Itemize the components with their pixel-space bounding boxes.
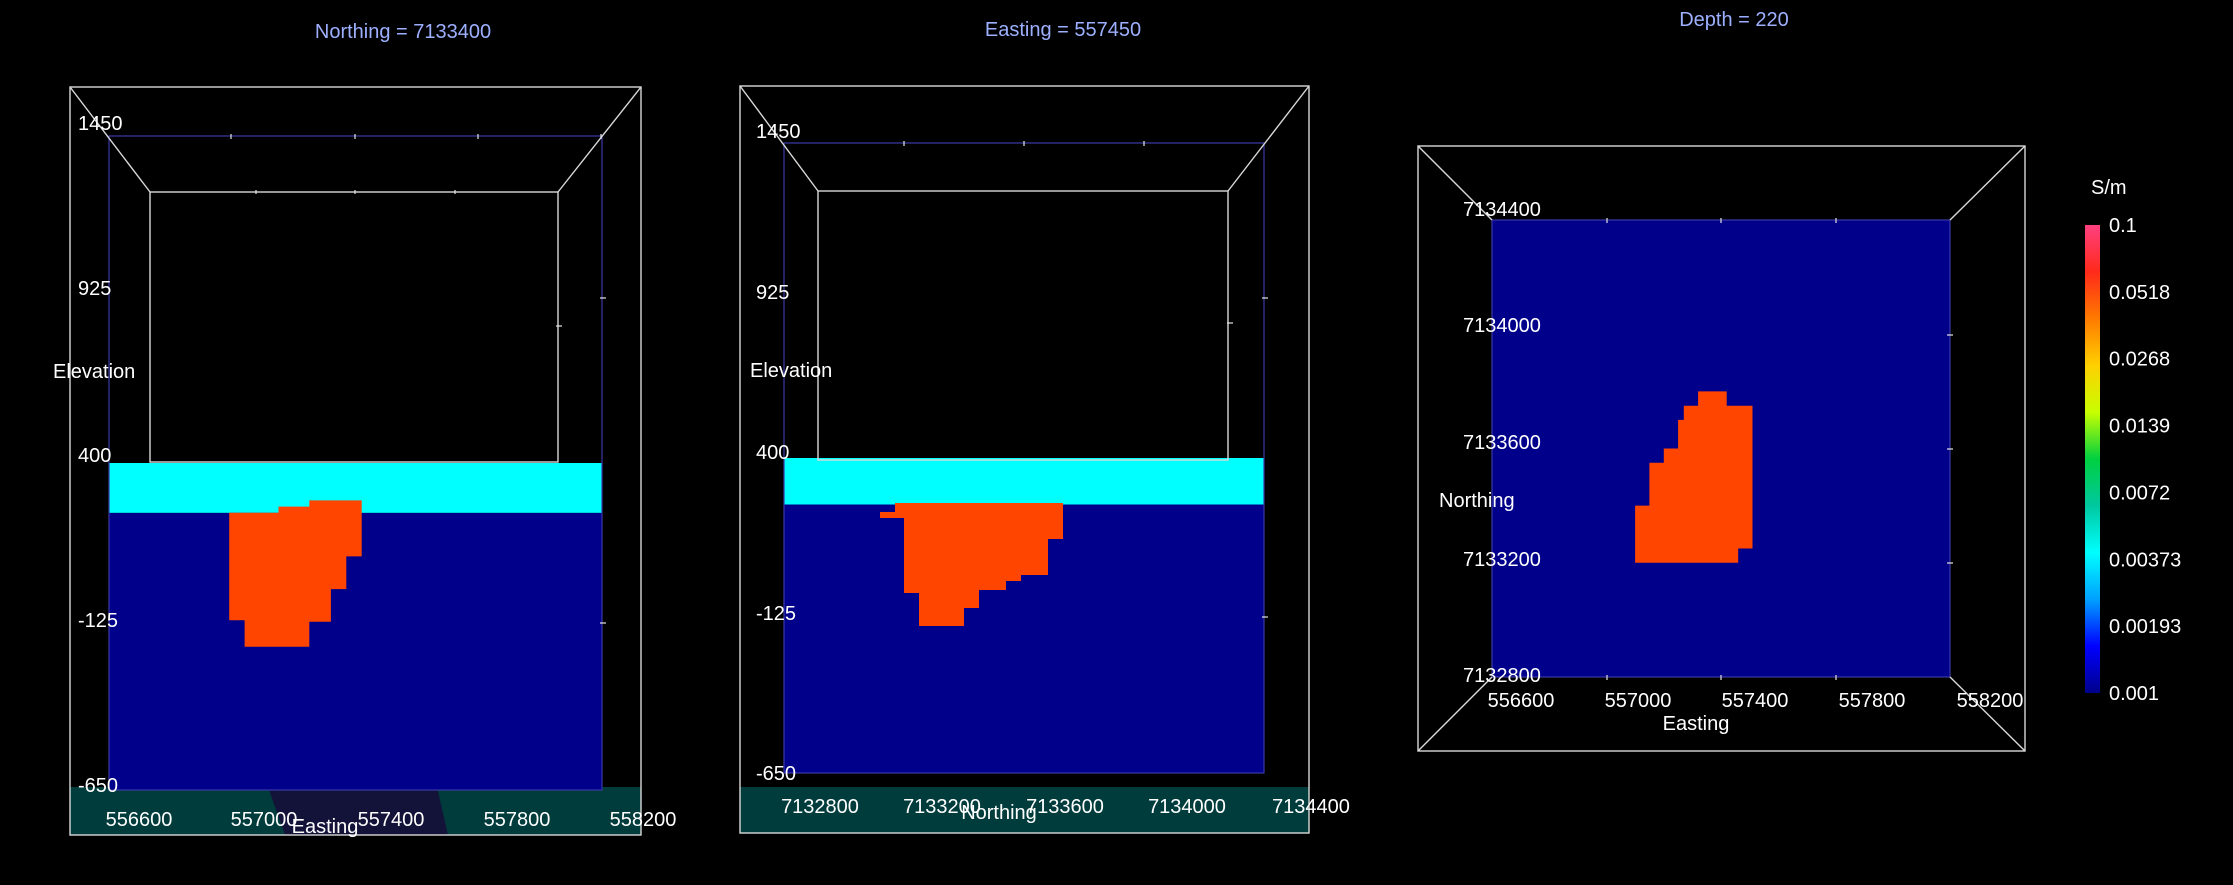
anomaly-body (880, 503, 1063, 626)
panel-3-tick-marks (1606, 218, 1953, 680)
colorbar-scale (2085, 225, 2100, 693)
x-tick-label: 558200 (610, 809, 677, 831)
x-tick-label: 557400 (1722, 690, 1789, 712)
y-tick-label: 400 (78, 445, 111, 467)
colorbar-labels: 0.1 0.0518 0.0268 0.0139 0.0072 0.00373 0.0019… (2109, 215, 2181, 705)
colorbar-unit: S/m (2091, 177, 2127, 199)
y-tick-label: -650 (78, 775, 118, 797)
colorbar-tick-label: 0.0268 (2109, 349, 2170, 371)
anomaly-body (1635, 391, 1753, 563)
y-tick-label: 7133200 (1463, 549, 1541, 571)
colorbar-tick-label: 0.1 (2109, 215, 2137, 237)
colorbar-tick-label: 0.0518 (2109, 282, 2170, 304)
y-tick-label: -650 (756, 763, 796, 785)
x-tick-label: 557800 (484, 809, 551, 831)
x-tick-label: 557000 (1605, 690, 1672, 712)
panel-3-edge (1417, 145, 1493, 221)
panel-3-y-tick-labels: 7134400 7134000 7133600 7133200 7132800 (1463, 199, 1541, 687)
panel-1-x-axis-label: Easting (292, 816, 359, 838)
x-tick-label: 7132800 (781, 796, 859, 818)
y-tick-label: 7134000 (1463, 315, 1541, 337)
panel-3-x-tick-labels: 556600 557000 557400 557800 558200 (1488, 690, 2024, 712)
panel-2-back-frame (817, 190, 1229, 461)
x-tick-label: 557400 (358, 809, 425, 831)
y-tick-label: 7133600 (1463, 432, 1541, 454)
y-tick-label: 7132800 (1463, 665, 1541, 687)
x-tick-label: 7133600 (1026, 796, 1104, 818)
panel-2-floor (740, 787, 1309, 833)
panel-3-outer-frame (1417, 145, 2026, 752)
x-tick-label: 556600 (1488, 690, 1555, 712)
panel-2-x-tick-labels: 7132800 7133200 7133600 7134000 7134400 (781, 796, 1350, 818)
panel-3-title: Depth = 220 (1679, 9, 1789, 31)
panel-2-tick-marks (903, 141, 1268, 618)
panel-2-y-axis-label: Elevation (750, 360, 832, 382)
colorbar-tick-label: 0.001 (2109, 683, 2159, 705)
panel-2-x-axis-label: Northing (961, 802, 1037, 824)
colorbar-tick-label: 0.0139 (2109, 416, 2170, 438)
panel-2-edge (739, 85, 819, 192)
panel-1-outer-frame (69, 86, 642, 836)
colorbar: S/m 0.10.05180.02680.01390.00720.003730.… (2085, 177, 2181, 705)
y-tick-label: 1450 (756, 121, 801, 143)
y-tick-label: 7134400 (1463, 199, 1541, 221)
panel-2-title: Easting = 557450 (985, 19, 1141, 41)
panel-northing-section: Northing = 7133400 1450 925 400 -125 (53, 21, 676, 838)
panel-1-tick-marks (230, 134, 606, 624)
panel-1-back-frame (149, 191, 559, 463)
x-tick-label: 7133200 (903, 796, 981, 818)
panel-1-title: Northing = 7133400 (315, 21, 491, 43)
panel-3-y-axis-label: Northing (1439, 490, 1515, 512)
x-tick-label: 556600 (106, 809, 173, 831)
background-cell (109, 512, 602, 790)
panel-2-data (784, 458, 1264, 773)
panel-1-edge (557, 86, 642, 193)
x-tick-label: 7134400 (1272, 796, 1350, 818)
panel-3-edge (1417, 676, 1493, 752)
anomaly-body (229, 500, 362, 647)
x-tick-label: 557000 (231, 809, 298, 831)
y-tick-label: 925 (78, 278, 111, 300)
panel-2-edge (1227, 85, 1310, 192)
x-tick-label: 7134000 (1148, 796, 1226, 818)
panel-3-edge (1949, 676, 2026, 752)
panel-1-y-tick-labels: 1450 925 400 -125 -650 (78, 113, 123, 797)
panel-1-floor-shadow (268, 787, 448, 835)
x-tick-label: 558200 (1957, 690, 2024, 712)
panel-3-data (1492, 220, 1950, 677)
colorbar-tick-label: 0.00193 (2109, 616, 2181, 638)
panel-1-y-axis-label: Elevation (53, 361, 135, 383)
panel-3-x-axis-label: Easting (1663, 713, 1730, 735)
y-tick-label: -125 (78, 610, 118, 632)
panel-2-y-tick-labels: 1450 925 400 -125 -650 (756, 121, 801, 785)
panel-3-edge (1949, 145, 2026, 221)
panel-1-data (109, 463, 602, 790)
y-tick-label: -125 (756, 603, 796, 625)
colorbar-tick-label: 0.00373 (2109, 549, 2181, 571)
y-tick-label: 400 (756, 442, 789, 464)
y-tick-label: 925 (756, 282, 789, 304)
colorbar-tick-label: 0.0072 (2109, 482, 2170, 504)
panel-easting-section: Easting = 557450 1450 925 400 -125 -650 … (739, 19, 1350, 834)
panel-1-x-tick-labels: 556600 557000 557400 557800 558200 (106, 809, 677, 831)
panel-1-edge (69, 86, 151, 193)
y-tick-label: 1450 (78, 113, 123, 135)
cap-layer (784, 458, 1264, 505)
x-tick-label: 557800 (1839, 690, 1906, 712)
panel-2-outer-frame (739, 85, 1310, 834)
panel-depth-plan: Depth = 220 7134400 7134000 7133600 7133… (1417, 9, 2026, 752)
